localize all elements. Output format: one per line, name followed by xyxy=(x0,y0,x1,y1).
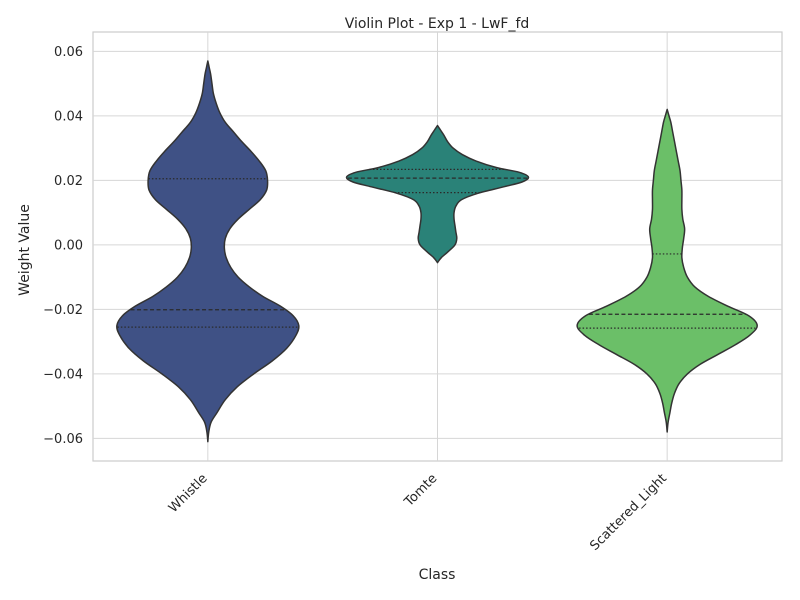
violin-body xyxy=(345,124,530,264)
y-tick-label: 0.06 xyxy=(54,45,83,60)
x-tick-label: Tomte xyxy=(401,471,440,510)
y-tick-label: −0.06 xyxy=(43,432,83,447)
y-tick-label: 0.00 xyxy=(54,238,83,253)
violin-whistle xyxy=(116,60,300,443)
x-axis-label: Class xyxy=(419,567,456,583)
violin-body xyxy=(576,108,758,433)
violin-scattered-light xyxy=(576,108,758,433)
chart-title: Violin Plot - Exp 1 - LwF_fd xyxy=(345,16,530,32)
x-tick-label: Scattered_Light xyxy=(587,471,670,554)
y-tick-label: 0.02 xyxy=(54,174,83,189)
y-tick-label: 0.04 xyxy=(54,109,83,124)
x-tick-label: Whistle xyxy=(166,471,211,516)
y-axis-label: Weight Value xyxy=(17,204,33,296)
y-tick-labels: 0.06 0.04 0.02 0.00 −0.02 −0.04 −0.06 xyxy=(43,45,83,447)
x-tick-labels: Whistle Tomte Scattered_Light xyxy=(166,471,670,554)
y-tick-label: −0.04 xyxy=(43,367,83,382)
violin-tomte xyxy=(345,124,530,264)
violin-body xyxy=(116,60,300,443)
y-tick-label: −0.02 xyxy=(43,303,83,318)
violins xyxy=(116,60,758,443)
